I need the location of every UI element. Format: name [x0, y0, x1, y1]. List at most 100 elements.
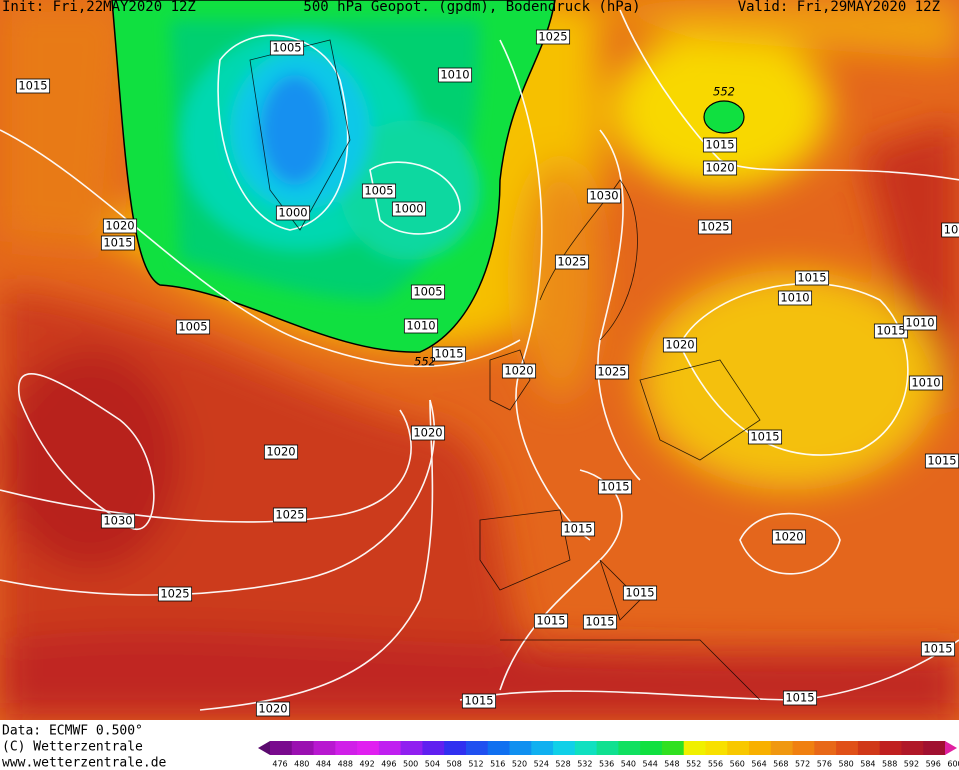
colorbar-cell	[683, 741, 706, 755]
colorbar-tick-label: 528	[555, 760, 570, 769]
isobar-label-box	[771, 529, 807, 545]
isobar-label-box	[275, 205, 311, 221]
isobar-label-box	[437, 67, 473, 83]
colorbar-tick-label: 568	[773, 760, 788, 769]
colorbar-cell	[770, 741, 794, 755]
init-time: Init: Fri,22MAY2020 12Z	[2, 0, 196, 15]
isobar-label: 552	[713, 85, 735, 99]
colorbar-cell	[857, 741, 881, 755]
isobar-label-box	[662, 337, 698, 353]
isobar-label-box	[702, 137, 738, 153]
isobar-label-box	[622, 585, 658, 601]
colorbar-tick-label: 500	[403, 760, 418, 769]
colorbar-cell	[727, 741, 750, 755]
colorbar-tick-label: 488	[338, 760, 353, 769]
isobar-label-box	[410, 425, 446, 441]
isobar-label-box	[157, 586, 193, 602]
isobar-label-box	[461, 693, 497, 709]
isobar-label: 1025	[557, 255, 586, 269]
isobar-label: 1010	[905, 316, 934, 330]
colorbar-tick-label: 596	[926, 760, 941, 769]
isobar-label: 1015	[585, 615, 614, 629]
isobar-label-box	[361, 183, 397, 199]
isobar-label: 1010	[911, 376, 940, 390]
website: www.wetterzentrale.de	[2, 756, 167, 770]
isobar-label: 1010	[440, 68, 469, 82]
isobar-label: 1030	[589, 189, 618, 203]
colorbar-tick-label: 572	[795, 760, 810, 769]
isobar-label: 1015	[563, 522, 592, 536]
isobar-label-box	[100, 513, 136, 529]
colorbar-tick-label: 504	[425, 760, 440, 769]
isobar-label: 1020	[774, 530, 803, 544]
colorbar-tick-label: 524	[534, 760, 549, 769]
colorbar-tick-label: 508	[447, 760, 462, 769]
colorbar-cell	[901, 741, 924, 755]
colorbar-tick-label: 512	[468, 760, 483, 769]
colorbar-tick-label: 516	[490, 760, 505, 769]
isobar-label-box	[533, 613, 569, 629]
isobar-label: 1010	[780, 291, 809, 305]
isobar-label-box	[431, 346, 467, 362]
isobar-label-box	[794, 270, 830, 286]
isobar-label-box	[272, 507, 308, 523]
isobar-label: 1025	[275, 508, 304, 522]
isobar-label: 1015	[600, 480, 629, 494]
isobar-label: 1005	[364, 184, 393, 198]
isobar-label-box	[102, 218, 138, 234]
isobar-label: 1010	[406, 319, 435, 333]
isobar-label-box	[410, 284, 446, 300]
isobar-label-box	[941, 222, 959, 238]
isobar-label-box	[535, 29, 571, 45]
data-source: Data: ECMWF 0.500°	[2, 724, 143, 739]
colorbar-tick-label: 548	[664, 760, 679, 769]
isobar-label-box	[597, 479, 633, 495]
colorbar-cell	[291, 741, 315, 755]
colorbar-tick-label: 540	[621, 760, 636, 769]
colorbar-tick-label: 496	[381, 760, 396, 769]
colorbar-tick-label: 484	[316, 760, 331, 769]
isobar-label-box	[782, 690, 818, 706]
isobar-label-box	[269, 40, 305, 56]
colorbar-tick-label: 552	[686, 760, 701, 769]
isobar-label: 1015	[927, 454, 956, 468]
colorbar-cell	[661, 741, 685, 755]
colorbar-end-high	[945, 741, 957, 755]
colorbar-cell	[335, 741, 358, 755]
isobar-label-box	[908, 375, 944, 391]
colorbar-cell	[553, 741, 576, 755]
colorbar-cell	[357, 741, 380, 755]
valid-time: Valid: Fri,29MAY2020 12Z	[738, 0, 940, 15]
isobar-label-box	[902, 315, 938, 331]
isobar-label: 1025	[538, 30, 567, 44]
isobar-label-box	[554, 254, 590, 270]
colorbar-tick-label: 544	[643, 760, 658, 769]
colorbar-cell	[596, 741, 619, 755]
isobar-label-box	[263, 444, 299, 460]
isobar-label: 1005	[272, 41, 301, 55]
isobar-label-box	[15, 78, 51, 94]
colorbar-cell	[640, 741, 663, 755]
isobar-label-box	[391, 201, 427, 217]
isobar-label: 1005	[413, 285, 442, 299]
colorbar-cell	[313, 741, 336, 755]
isobar-label: 1015	[464, 694, 493, 708]
isobar-label: 1020	[504, 364, 533, 378]
colorbar-cell	[444, 741, 467, 755]
isobar-label: 1000	[278, 206, 307, 220]
isobar-label: 1020	[665, 338, 694, 352]
isobar-label: 1015	[876, 324, 905, 338]
isobar-label-box	[702, 160, 738, 176]
map-title: 500 hPa Geopot. (gpdm), Bodendruck (hPa)	[303, 0, 640, 15]
colorbar-cell	[487, 741, 511, 755]
colorbar-tick-label: 592	[904, 760, 919, 769]
isobar-label-box	[873, 323, 909, 339]
colorbar-tick-label: 580	[838, 760, 853, 769]
colorbar-tick-label: 588	[882, 760, 897, 769]
isobar-label: 1020	[105, 219, 134, 233]
colorbar-tick-label: 532	[577, 760, 592, 769]
isobar-label-box	[582, 614, 618, 630]
colorbar-cell	[465, 741, 489, 755]
colorbar-cell	[923, 741, 946, 755]
colorbar-cell	[792, 741, 815, 755]
